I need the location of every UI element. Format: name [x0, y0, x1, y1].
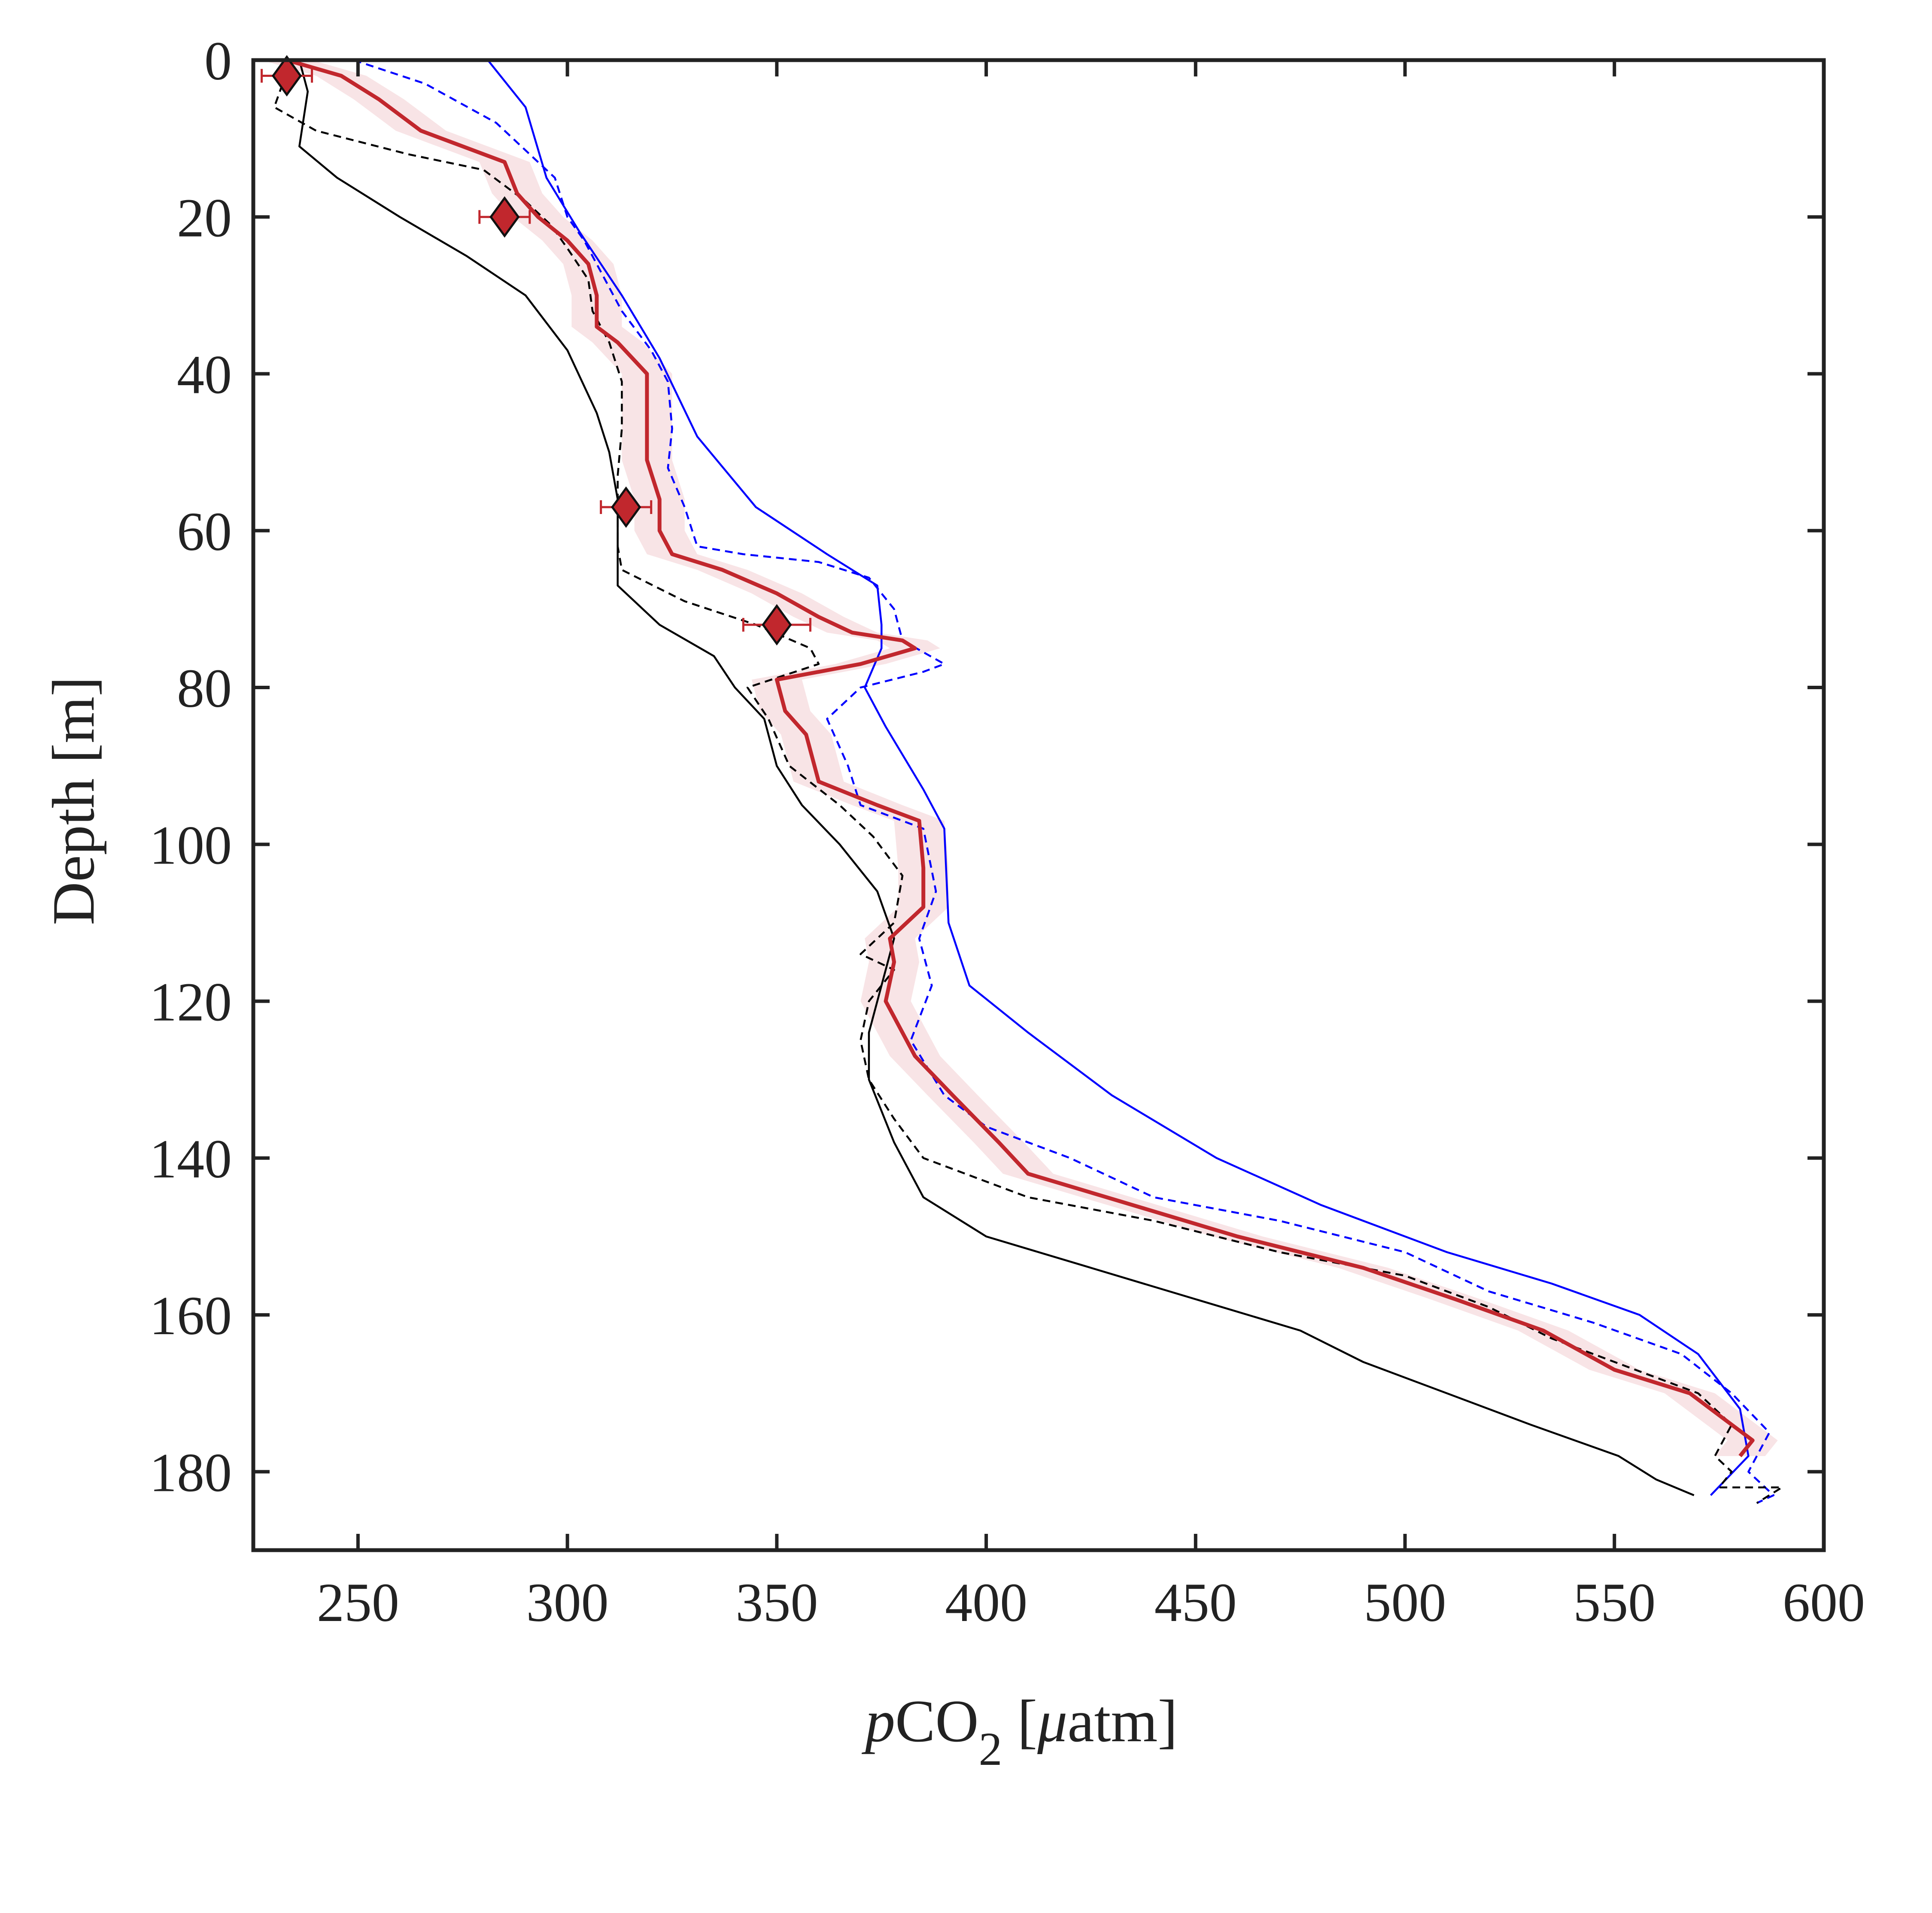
y-tick-label: 120	[149, 972, 232, 1033]
profile-blue-solid	[487, 59, 1750, 1496]
x-tick-label: 400	[945, 1572, 1027, 1633]
uncertainty-band	[261, 60, 1778, 1456]
axis-ticks: 250 300 350 400 450 500 550 600 0 20 40 60 80 100 120 1…	[149, 30, 1865, 1633]
y-tick-label: 40	[177, 344, 232, 405]
y-axis-label: Depth [m]	[40, 676, 107, 925]
x-tick-label: 600	[1783, 1572, 1865, 1633]
observation-point	[742, 604, 811, 646]
y-tick-label: 0	[204, 30, 232, 91]
x-label-subscript: 2	[979, 1723, 1002, 1775]
y-tick-label: 100	[149, 815, 232, 876]
observation-diamond-marker	[762, 604, 792, 646]
y-tick-label: 160	[149, 1285, 232, 1346]
y-axis-title: Depth [m]	[40, 676, 107, 925]
observation-point	[261, 55, 313, 97]
x-tick-label: 450	[1154, 1572, 1237, 1633]
observation-diamond-marker	[271, 55, 302, 97]
x-tick-label: 500	[1364, 1572, 1446, 1633]
profile-black-solid	[298, 60, 1695, 1496]
y-tick-label: 20	[177, 187, 232, 248]
plot-frame	[251, 58, 1826, 1552]
y-tick-label: 180	[149, 1442, 232, 1503]
x-tick-label: 350	[735, 1572, 818, 1633]
plot-area	[261, 55, 1783, 1504]
observation-diamond-marker	[611, 486, 641, 528]
x-tick-label: 550	[1573, 1572, 1656, 1633]
x-label-unit: atm]	[1067, 1688, 1178, 1755]
x-axis-title: pCO2 [μatm]	[861, 1688, 1178, 1775]
y-tick-label: 140	[149, 1128, 232, 1189]
y-tick-label: 80	[177, 658, 232, 719]
profile-blue-dashed	[353, 59, 1775, 1504]
x-label-mu: μ	[1037, 1688, 1067, 1755]
x-label-main: CO	[895, 1688, 978, 1755]
observation-diamond-marker	[489, 196, 520, 238]
x-tick-label: 300	[526, 1572, 609, 1633]
observation-point	[478, 196, 531, 238]
x-label-suffix: [	[1002, 1688, 1038, 1755]
x-label-italic: p	[861, 1688, 895, 1755]
observation-point	[600, 486, 653, 528]
y-tick-label: 60	[177, 501, 232, 562]
profile-black-dashed	[273, 60, 1783, 1504]
x-tick-label: 250	[317, 1572, 399, 1633]
profile-red-mean	[286, 58, 1755, 1457]
